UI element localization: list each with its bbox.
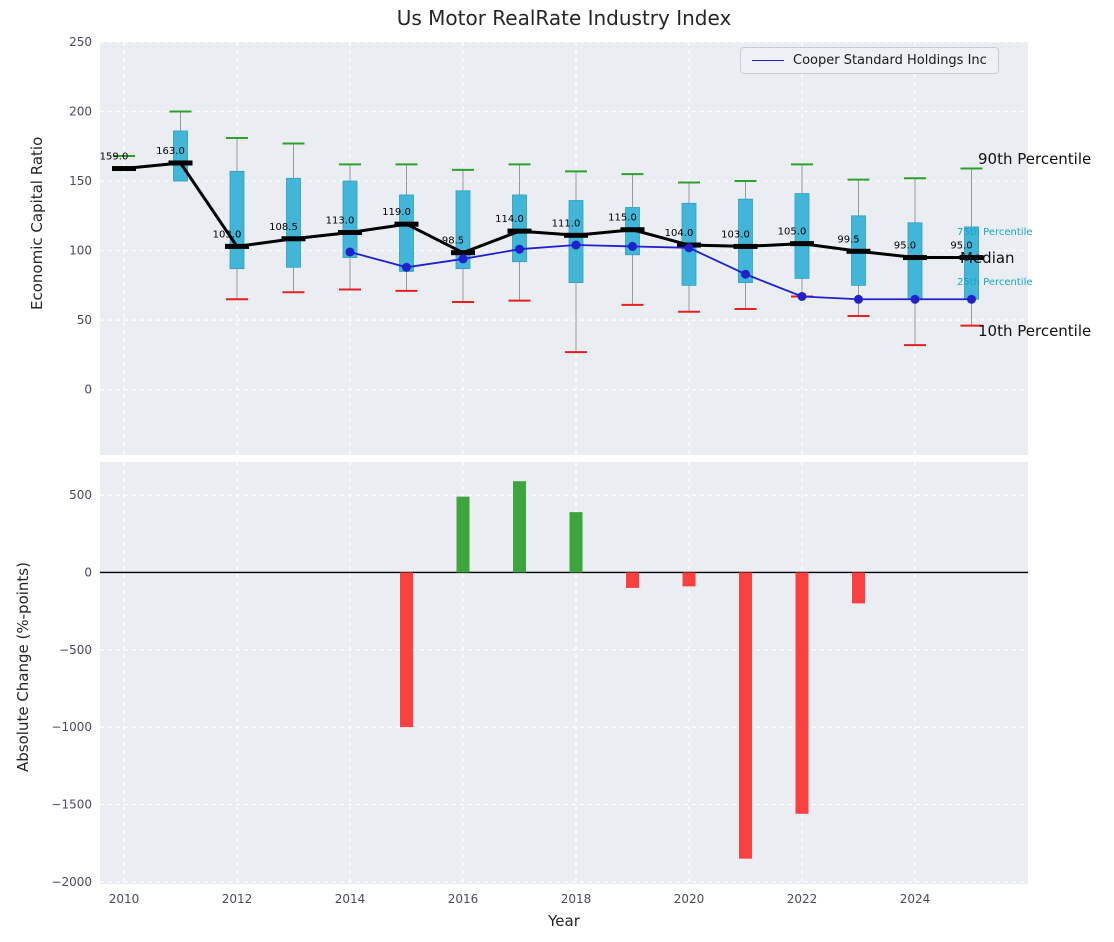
box-25-75: [229, 170, 245, 270]
top-y-tick-label: 200: [69, 105, 92, 119]
cooper-marker: [628, 241, 637, 251]
median-marker: [281, 236, 306, 242]
median-value-label: 114.0: [495, 214, 524, 225]
annotation-25th-percentile: 25th Percentile: [957, 277, 1033, 288]
median-value-label: 163.0: [156, 146, 185, 157]
change-bar: [513, 481, 526, 573]
median-value-label: 95.0: [950, 241, 972, 252]
median-value-label: 105.0: [778, 227, 807, 238]
cooper-marker: [458, 254, 468, 264]
cooper-marker: [345, 247, 355, 257]
annotation-10th-percentile: 10th Percentile: [978, 322, 1092, 340]
median-marker: [394, 221, 419, 227]
cooper-marker: [571, 240, 581, 250]
median-value-label: 103.0: [213, 229, 242, 240]
bottom-y-tick-label: −500: [59, 643, 92, 657]
median-value-label: 95.0: [894, 241, 916, 252]
cooper-marker: [854, 294, 863, 304]
x-tick-label: 2022: [787, 892, 818, 906]
top-y-tick-label: 100: [69, 244, 92, 258]
cooper-marker: [684, 243, 694, 253]
median-marker: [846, 248, 871, 254]
x-axis-label: Year: [548, 912, 580, 930]
change-bar: [795, 572, 809, 814]
median-marker: [112, 166, 136, 172]
median-marker: [225, 243, 249, 249]
x-tick-label: 2010: [109, 892, 140, 906]
median-marker: [451, 250, 475, 256]
median-value-label: 113.0: [326, 216, 355, 227]
bottom-y-tick-label: −1500: [51, 797, 92, 811]
change-bar: [852, 572, 865, 604]
median-value-label: 111.0: [552, 218, 581, 229]
top-y-tick-label: 0: [84, 383, 92, 397]
median-marker: [959, 255, 984, 261]
change-bar: [456, 496, 470, 573]
chart-title: Us Motor RealRate Industry Index: [396, 6, 732, 30]
top-y-axis-label: Economic Capital Ratio: [28, 136, 46, 310]
bottom-y-tick-label: 0: [84, 565, 92, 579]
median-value-label: 108.5: [269, 222, 298, 233]
box-25-75: [455, 190, 471, 270]
median-marker: [903, 255, 927, 261]
change-bar: [569, 512, 583, 573]
bottom-y-axis-label: Absolute Change (%-points): [14, 562, 32, 772]
annotation-90th-percentile: 90th Percentile: [978, 150, 1092, 168]
median-value-label: 103.0: [721, 229, 750, 240]
x-tick-label: 2016: [448, 892, 479, 906]
median-value-label: 104.0: [665, 228, 694, 239]
cooper-line: [349, 244, 972, 301]
cooper-marker: [741, 269, 750, 279]
box-25-75: [512, 194, 527, 263]
change-bar: [739, 572, 752, 859]
median-marker: [507, 228, 532, 234]
annotation-median: Median: [960, 249, 1015, 267]
x-tick-label: 2024: [900, 892, 931, 906]
top-y-tick-label: 50: [77, 313, 92, 327]
x-tick-label: 2014: [335, 892, 366, 906]
box-25-75: [738, 198, 753, 283]
box-25-75: [794, 193, 810, 279]
change-bar: [400, 572, 413, 728]
legend-label: Cooper Standard Holdings Inc: [793, 53, 987, 68]
x-tick-label: 2020: [674, 892, 705, 906]
change-bar: [626, 572, 639, 588]
median-marker: [733, 243, 758, 249]
cooper-marker: [910, 294, 920, 304]
x-tick-label: 2012: [222, 892, 253, 906]
median-value-label: 115.0: [608, 213, 637, 224]
cooper-marker: [967, 294, 976, 304]
median-marker: [620, 227, 645, 233]
bottom-y-tick-label: −1000: [51, 720, 92, 734]
bottom-y-tick-label: −2000: [51, 875, 92, 889]
box-25-75: [286, 177, 301, 268]
cooper-line-sample-icon: [752, 60, 784, 61]
median-value-label: 159.0: [100, 152, 129, 163]
top-y-tick-label: 150: [69, 174, 92, 188]
box-25-75: [342, 180, 358, 258]
bottom-axes-background: [100, 462, 1028, 884]
median-value-label: 98.5: [442, 236, 464, 247]
median-marker: [790, 241, 814, 247]
change-bar: [682, 572, 696, 587]
median-marker: [338, 230, 362, 236]
median-marker: [168, 160, 193, 166]
x-tick-label: 2018: [561, 892, 592, 906]
top-axes-background: [100, 42, 1028, 455]
median-value-label: 119.0: [382, 207, 411, 218]
median-value-label: 99.5: [837, 234, 859, 245]
legend: Cooper Standard Holdings Inc: [740, 47, 999, 74]
top-y-tick-label: 250: [69, 35, 92, 49]
box-25-75: [907, 222, 923, 300]
bottom-y-tick-label: 500: [69, 488, 92, 502]
cooper-marker: [515, 244, 524, 254]
median-line: [123, 161, 972, 260]
median-marker: [564, 232, 588, 238]
cooper-marker: [797, 291, 807, 301]
cooper-marker: [402, 262, 411, 272]
annotation-75th-percentile: 75th Percentile: [957, 227, 1033, 238]
